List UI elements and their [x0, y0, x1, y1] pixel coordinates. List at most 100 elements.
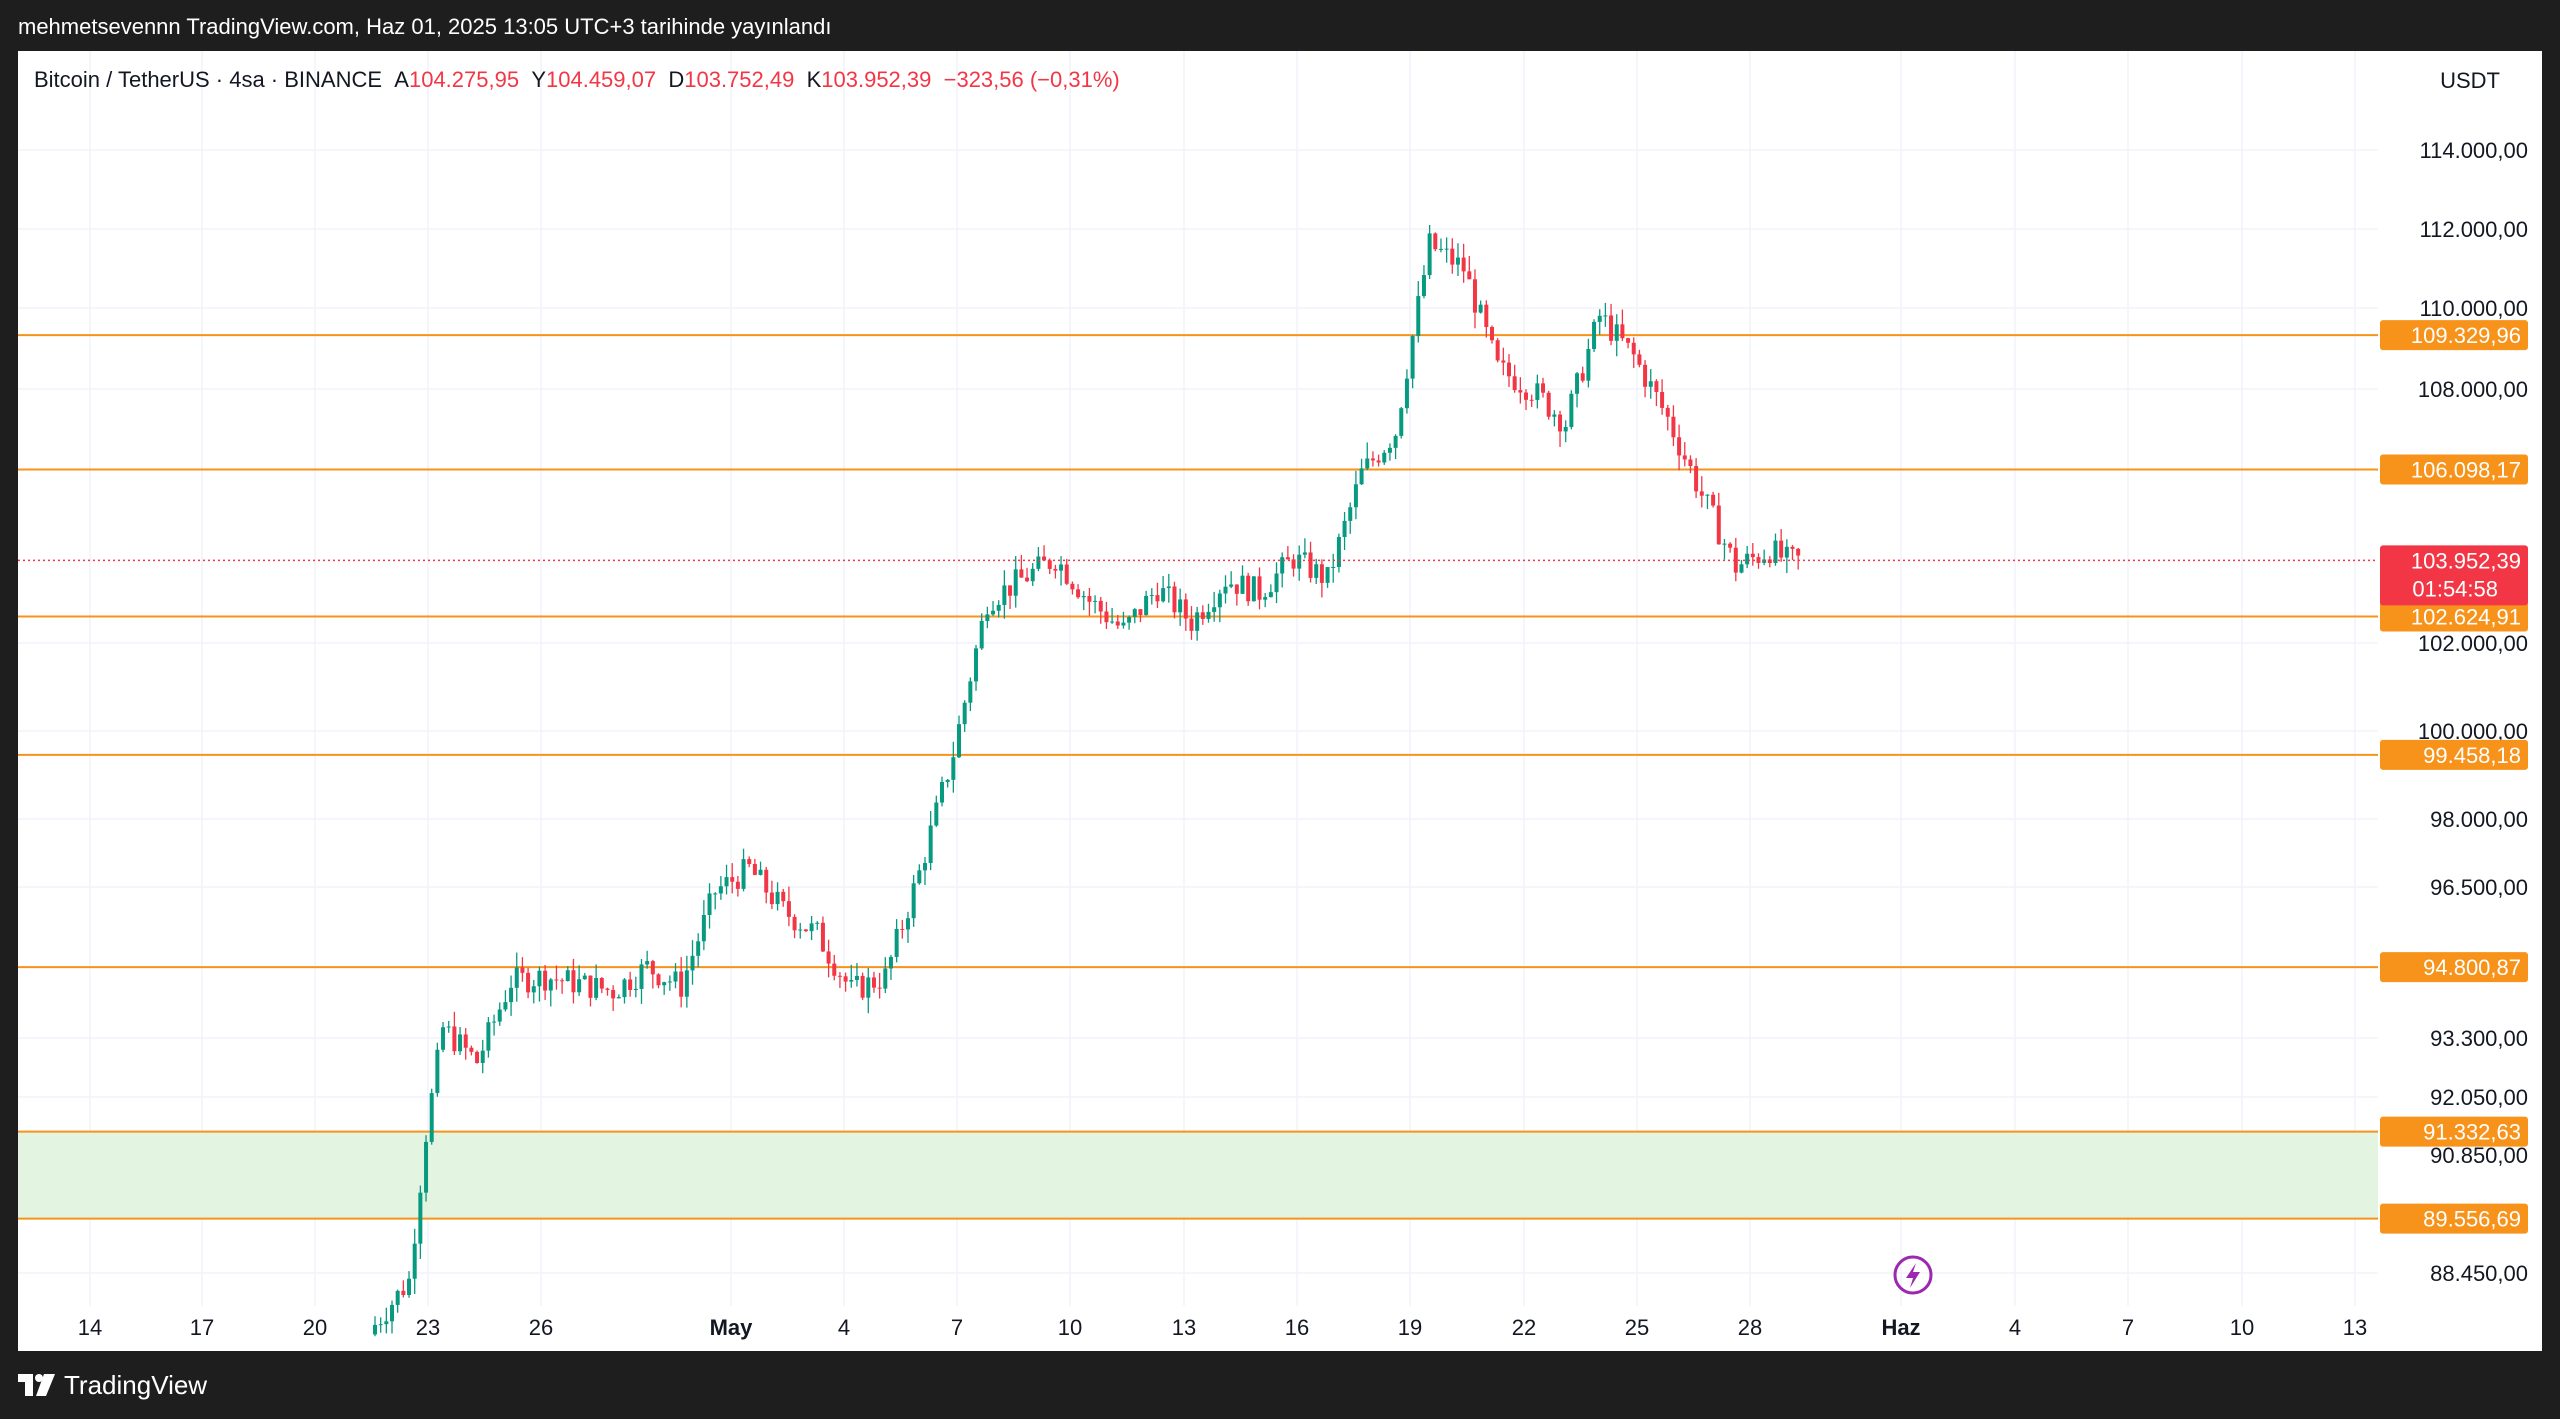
candle-body	[1042, 556, 1047, 561]
candle-body	[1359, 468, 1364, 485]
candle-body	[843, 976, 848, 982]
candle-body	[974, 648, 979, 682]
level-price-tag-text: 89.556,69	[2423, 1207, 2521, 1232]
candle-body	[662, 982, 667, 986]
close-value: 103.952,39	[821, 67, 932, 92]
candle-body	[673, 971, 678, 982]
candle-body	[480, 1050, 485, 1063]
candle-body	[1694, 465, 1699, 492]
candle-body	[1495, 340, 1500, 361]
candle-body	[690, 955, 695, 971]
candle-body	[837, 975, 842, 977]
candle-body	[633, 988, 638, 991]
price-axis-label: 108.000,00	[2418, 377, 2528, 402]
candle-body	[877, 987, 882, 989]
candle-body	[1614, 324, 1619, 341]
candle-body	[1223, 586, 1228, 594]
candle-body	[1779, 540, 1784, 558]
candle-body	[1501, 360, 1506, 363]
candle-body	[826, 951, 831, 964]
time-axis-label: 7	[2122, 1315, 2134, 1340]
candle-body	[1087, 596, 1092, 602]
candle-body	[1433, 233, 1438, 250]
candle-body	[565, 970, 570, 982]
level-price-tag-text: 91.332,63	[2423, 1120, 2521, 1145]
candle-body	[622, 979, 627, 998]
time-axis-label: 10	[1058, 1315, 1082, 1340]
candle-body	[809, 923, 814, 932]
candle-body	[1144, 595, 1149, 616]
candle-body	[1631, 342, 1636, 355]
candle-body	[1251, 576, 1256, 602]
level-price-tag-text: 109.329,96	[2411, 323, 2521, 348]
currency-label[interactable]: USDT	[2440, 68, 2500, 93]
candle-body	[1784, 546, 1789, 558]
candle-body	[1580, 373, 1585, 381]
candle-body	[1586, 349, 1591, 381]
candle-body	[1620, 324, 1625, 339]
candle-body	[1767, 559, 1772, 564]
tradingview-brand[interactable]: TradingView	[18, 1369, 207, 1401]
candle-body	[1393, 435, 1398, 448]
candle-body	[1274, 573, 1279, 593]
candle-body	[1609, 315, 1614, 341]
candle-body	[764, 869, 769, 893]
candle-body	[1648, 381, 1653, 387]
candle-body	[1660, 391, 1665, 408]
candle-body	[792, 916, 797, 931]
time-axis-label: 4	[2009, 1315, 2021, 1340]
chart-pane[interactable]: 114.000,00 112.000,00 110.000,00 108.000,00…	[18, 51, 2542, 1351]
candle-body	[667, 981, 672, 983]
publish-header: mehmetsevennn TradingView.com, Haz 01, 2…	[0, 0, 2560, 51]
candle-body	[1291, 559, 1296, 569]
candle-body	[1603, 315, 1608, 317]
time-axis-label: May	[710, 1315, 754, 1340]
candle-body	[1132, 609, 1137, 618]
lightning-icon[interactable]	[1893, 1255, 1933, 1295]
candle-body	[900, 928, 905, 930]
candle-body	[605, 988, 610, 990]
candle-body	[1592, 321, 1597, 350]
low-value: 103.752,49	[684, 67, 795, 92]
candle-body	[1325, 567, 1330, 583]
level-price-tag	[2380, 1116, 2528, 1147]
candle-body	[985, 614, 990, 621]
time-axis-label: 25	[1625, 1315, 1649, 1340]
time-axis-label: 22	[1512, 1315, 1536, 1340]
level-price-tag	[2380, 739, 2528, 770]
open-label: A	[394, 67, 409, 92]
candle-body	[1047, 560, 1052, 569]
candle-body	[1285, 557, 1290, 560]
candle-body	[1416, 296, 1421, 337]
candle-body	[1461, 257, 1466, 272]
candle-body	[1331, 566, 1336, 568]
candle-body	[940, 781, 944, 803]
candle-body	[1745, 553, 1750, 565]
level-price-tag-text: 99.458,18	[2423, 743, 2521, 768]
price-axis-label: 92.050,00	[2430, 1085, 2528, 1110]
candle-body	[1013, 569, 1018, 596]
time-axis-label: 16	[1285, 1315, 1309, 1340]
candle-body	[1546, 392, 1551, 417]
level-price-tag	[2380, 1203, 2528, 1234]
candle-body	[526, 972, 531, 993]
candle-body	[1387, 447, 1392, 453]
candle-body	[1722, 543, 1727, 545]
candle-body	[781, 891, 786, 902]
countdown-text: 01:54:58	[2412, 576, 2498, 601]
candle-body	[656, 974, 661, 986]
price-axis-label: 96.500,00	[2430, 875, 2528, 900]
level-price-tag-text: 102.624,91	[2411, 605, 2521, 630]
candle-body	[1626, 338, 1631, 343]
candle-body	[1711, 494, 1716, 506]
candle-body	[911, 883, 916, 919]
candle-body	[1217, 593, 1222, 608]
candle-body	[866, 977, 871, 998]
candle-body	[735, 881, 740, 889]
candle-body	[645, 961, 650, 965]
candle-body	[1450, 248, 1455, 265]
candle-body	[905, 918, 910, 930]
candle-body	[1512, 376, 1517, 391]
candle-body	[730, 877, 735, 882]
candlestick-chart[interactable]: 114.000,00 112.000,00 110.000,00 108.000,00…	[18, 51, 2542, 1351]
